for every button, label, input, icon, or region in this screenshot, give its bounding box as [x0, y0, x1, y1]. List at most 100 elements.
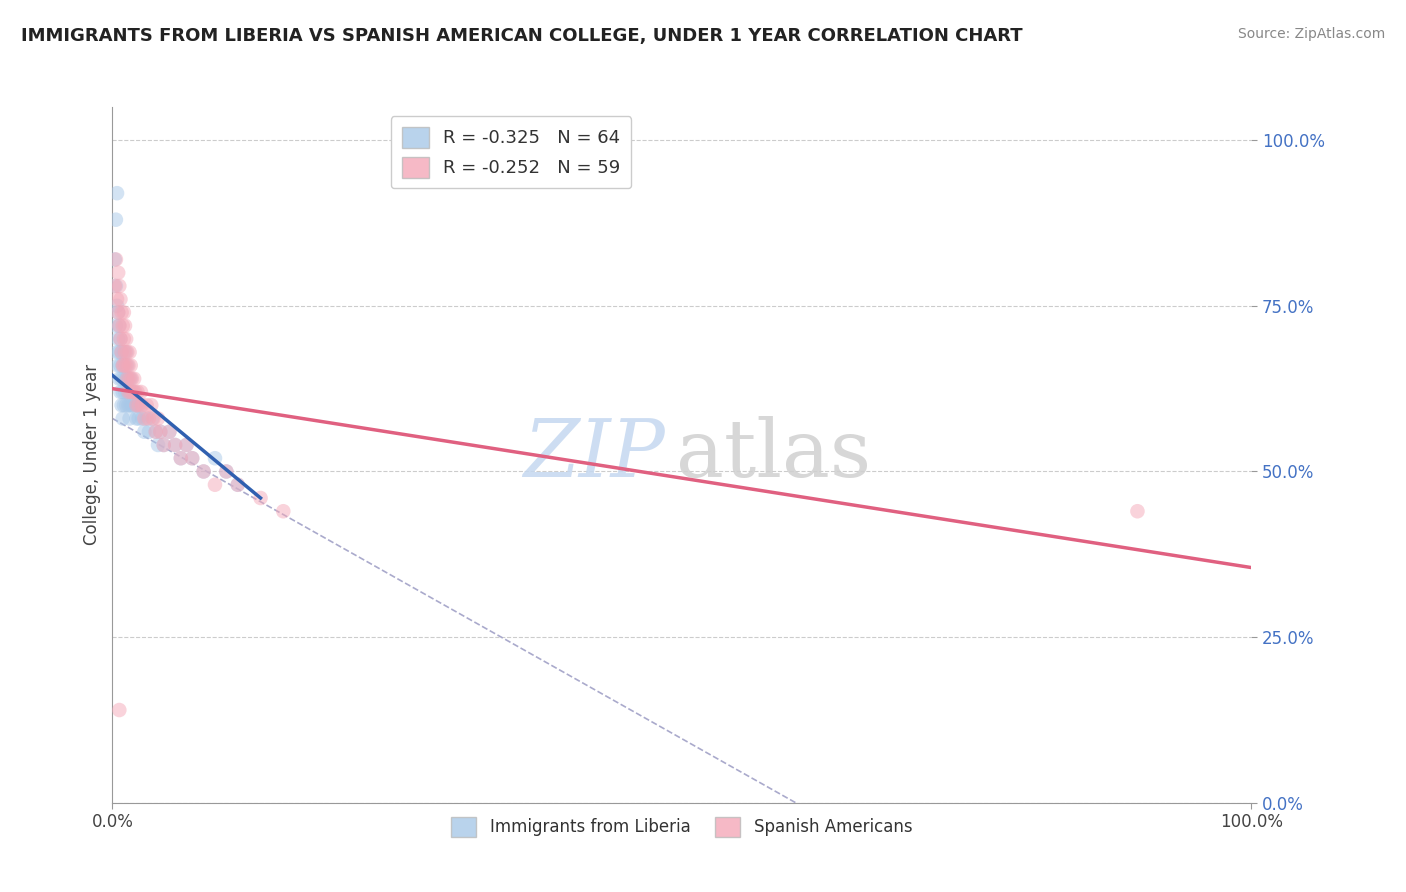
- Point: [112, 332, 135, 346]
- Point: [181, 451, 204, 466]
- Point: [135, 398, 157, 412]
- Point: [110, 384, 132, 399]
- Point: [114, 318, 136, 333]
- Point: [104, 212, 127, 227]
- Point: [131, 398, 153, 412]
- Point: [124, 384, 146, 399]
- Point: [152, 438, 174, 452]
- Point: [122, 384, 145, 399]
- Text: ZIP: ZIP: [523, 417, 665, 493]
- Point: [128, 398, 150, 412]
- Point: [226, 477, 249, 491]
- Point: [159, 425, 180, 439]
- Point: [112, 305, 135, 319]
- Point: [115, 345, 138, 359]
- Point: [114, 345, 136, 359]
- Text: atlas: atlas: [676, 416, 872, 494]
- Point: [111, 384, 134, 399]
- Point: [204, 451, 226, 466]
- Point: [215, 465, 238, 479]
- Point: [110, 332, 132, 346]
- Point: [141, 411, 163, 425]
- Point: [129, 398, 152, 412]
- Point: [165, 438, 187, 452]
- Point: [120, 372, 142, 386]
- Point: [108, 345, 131, 359]
- Point: [108, 318, 131, 333]
- Point: [249, 491, 271, 505]
- Point: [114, 359, 136, 373]
- Point: [120, 359, 142, 373]
- Point: [110, 305, 132, 319]
- Point: [112, 372, 135, 386]
- Point: [117, 384, 139, 399]
- Point: [165, 438, 187, 452]
- Point: [142, 411, 165, 425]
- Point: [127, 384, 149, 399]
- Point: [121, 384, 143, 399]
- Point: [105, 186, 128, 201]
- Point: [117, 359, 139, 373]
- Point: [122, 384, 145, 399]
- Point: [193, 465, 215, 479]
- Point: [111, 359, 134, 373]
- Point: [104, 279, 127, 293]
- Point: [108, 318, 131, 333]
- Point: [120, 398, 142, 412]
- Point: [1126, 504, 1149, 518]
- Point: [152, 438, 174, 452]
- Point: [115, 359, 138, 373]
- Point: [118, 411, 141, 425]
- Point: [108, 279, 131, 293]
- Point: [117, 372, 139, 386]
- Point: [112, 359, 135, 373]
- Point: [215, 465, 238, 479]
- Point: [121, 372, 143, 386]
- Point: [117, 398, 139, 412]
- Point: [149, 425, 172, 439]
- Point: [138, 411, 160, 425]
- Point: [107, 305, 129, 319]
- Point: [110, 359, 132, 373]
- Point: [134, 425, 156, 439]
- Point: [110, 345, 132, 359]
- Point: [129, 384, 152, 399]
- Point: [120, 384, 142, 399]
- Point: [141, 398, 163, 412]
- Point: [112, 345, 135, 359]
- Point: [170, 451, 193, 466]
- Point: [176, 438, 198, 452]
- Point: [146, 438, 169, 452]
- Point: [105, 299, 128, 313]
- Point: [125, 411, 148, 425]
- Point: [145, 425, 167, 439]
- Point: [117, 384, 139, 399]
- Point: [118, 372, 141, 386]
- Point: [111, 411, 134, 425]
- Point: [131, 411, 153, 425]
- Point: [104, 252, 127, 267]
- Point: [110, 345, 132, 359]
- Point: [107, 359, 129, 373]
- Point: [271, 504, 295, 518]
- Point: [115, 398, 138, 412]
- Point: [112, 398, 135, 412]
- Point: [108, 703, 131, 717]
- Legend: Immigrants from Liberia, Spanish Americans: Immigrants from Liberia, Spanish America…: [444, 811, 920, 843]
- Point: [115, 372, 138, 386]
- Point: [107, 266, 129, 280]
- Point: [145, 425, 167, 439]
- Point: [149, 425, 172, 439]
- Point: [108, 372, 131, 386]
- Point: [118, 384, 141, 399]
- Point: [181, 451, 204, 466]
- Point: [134, 411, 156, 425]
- Point: [114, 384, 136, 399]
- Point: [193, 465, 215, 479]
- Point: [115, 332, 138, 346]
- Point: [110, 398, 132, 412]
- Point: [135, 411, 157, 425]
- Point: [107, 305, 129, 319]
- Point: [104, 318, 127, 333]
- Point: [105, 292, 128, 306]
